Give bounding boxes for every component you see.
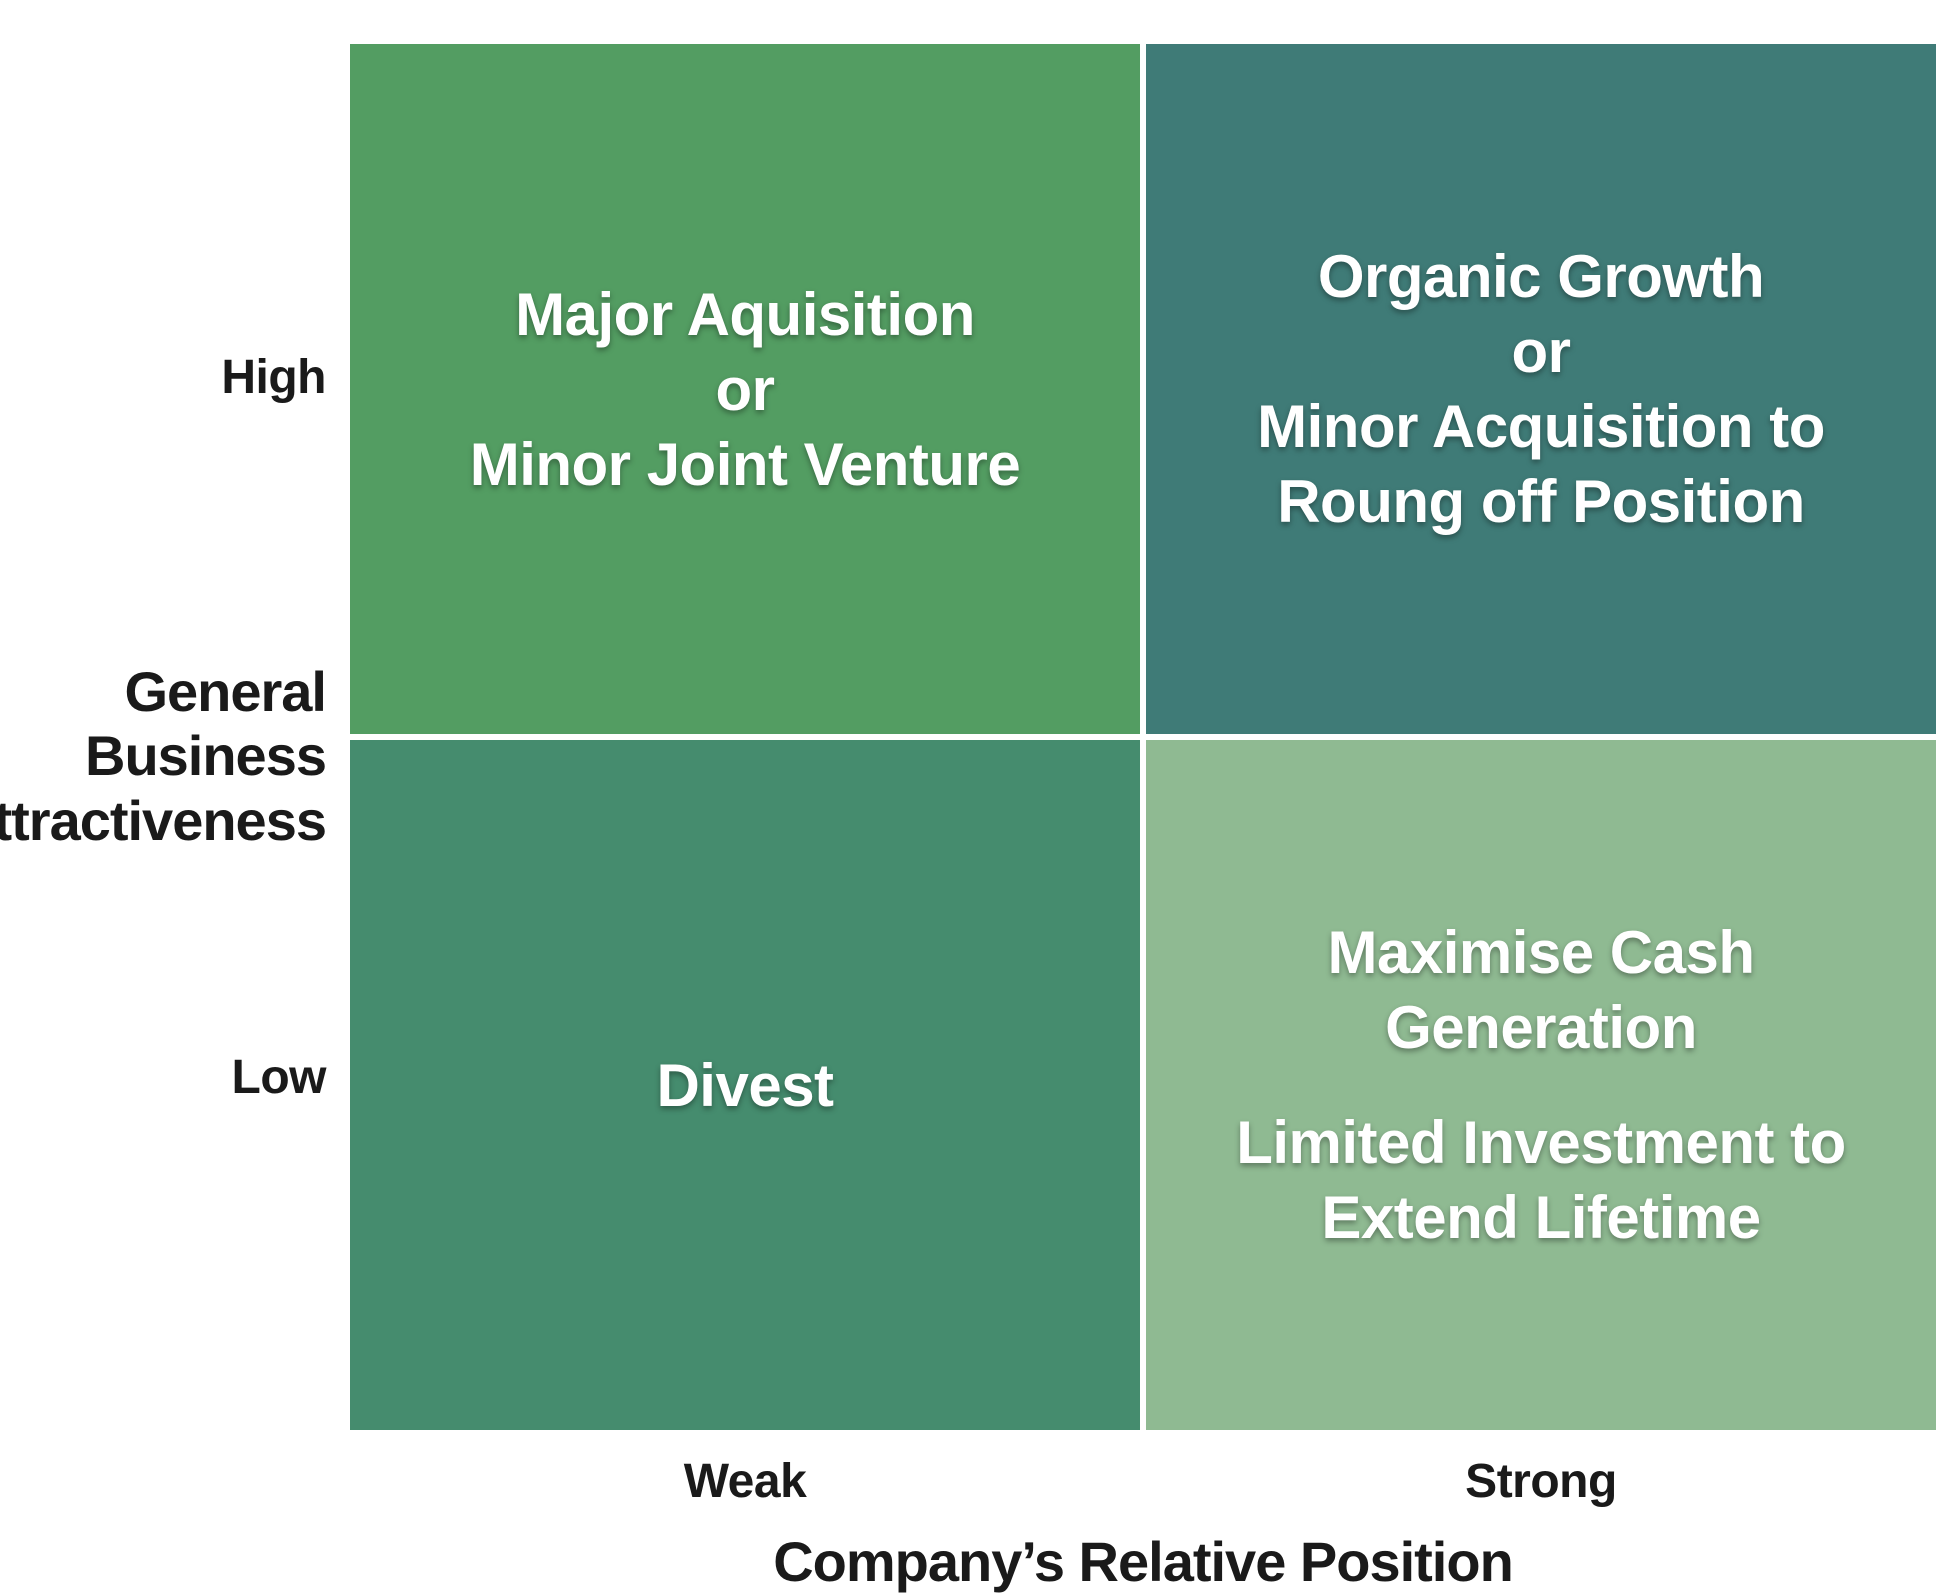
q-tr-line2: or: [1512, 318, 1571, 385]
y-axis-title-line2: Attractiveness: [0, 789, 326, 852]
q-br-line4: Extend Lifetime: [1321, 1184, 1760, 1251]
spacer: [0, 1454, 350, 1509]
quadrant-bottom-right: Maximise Cash Generation Limited Investm…: [1146, 740, 1936, 1430]
q-tr-line1: Organic Growth: [1318, 243, 1764, 310]
x-ticks-row: Weak Strong: [0, 1454, 1957, 1509]
x-tick-weak: Weak: [350, 1454, 1140, 1509]
x-axis-title: Company’s Relative Position: [350, 1529, 1936, 1594]
q-tr-line4: Roung off Position: [1277, 468, 1805, 535]
q-tl-line2: or: [715, 356, 774, 423]
x-ticks: Weak Strong: [350, 1454, 1936, 1509]
quadrant-text: Maximise Cash Generation Limited Investm…: [1236, 915, 1846, 1255]
quadrant-bottom-left: Divest: [350, 740, 1140, 1430]
quadrant-grid: Major Aquisition or Minor Joint Venture …: [350, 40, 1940, 1434]
y-tick-low: Low: [232, 1050, 326, 1105]
y-axis-title-line1: General Business: [85, 660, 326, 787]
spacer: [0, 1529, 350, 1594]
y-tick-high: High: [221, 350, 326, 405]
quadrant-top-right: Organic Growth or Minor Acquisition to R…: [1146, 44, 1936, 734]
quadrant-top-left: Major Aquisition or Minor Joint Venture: [350, 44, 1140, 734]
quadrant-text: Organic Growth or Minor Acquisition to R…: [1257, 239, 1825, 539]
q-bl-line1: Divest: [656, 1052, 833, 1119]
x-title-row: Company’s Relative Position: [0, 1529, 1957, 1594]
quadrant-text: Divest: [656, 1048, 833, 1123]
q-tr-line3: Minor Acquisition to: [1257, 393, 1825, 460]
spacer: [1236, 1065, 1846, 1105]
q-br-line3: Limited Investment to: [1236, 1109, 1846, 1176]
q-tl-line3: Minor Joint Venture: [470, 431, 1021, 498]
q-br-line1: Maximise Cash: [1327, 919, 1754, 986]
x-tick-strong: Strong: [1146, 1454, 1936, 1509]
quadrant-text: Major Aquisition or Minor Joint Venture: [470, 277, 1021, 502]
y-axis-title: General Business Attractiveness: [0, 660, 326, 853]
main-row: High General Business Attractiveness Low…: [0, 40, 1957, 1434]
matrix-diagram: High General Business Attractiveness Low…: [0, 40, 1957, 1594]
y-axis: High General Business Attractiveness Low: [0, 40, 350, 1434]
q-br-line2: Generation: [1385, 994, 1697, 1061]
q-tl-line1: Major Aquisition: [515, 281, 975, 348]
